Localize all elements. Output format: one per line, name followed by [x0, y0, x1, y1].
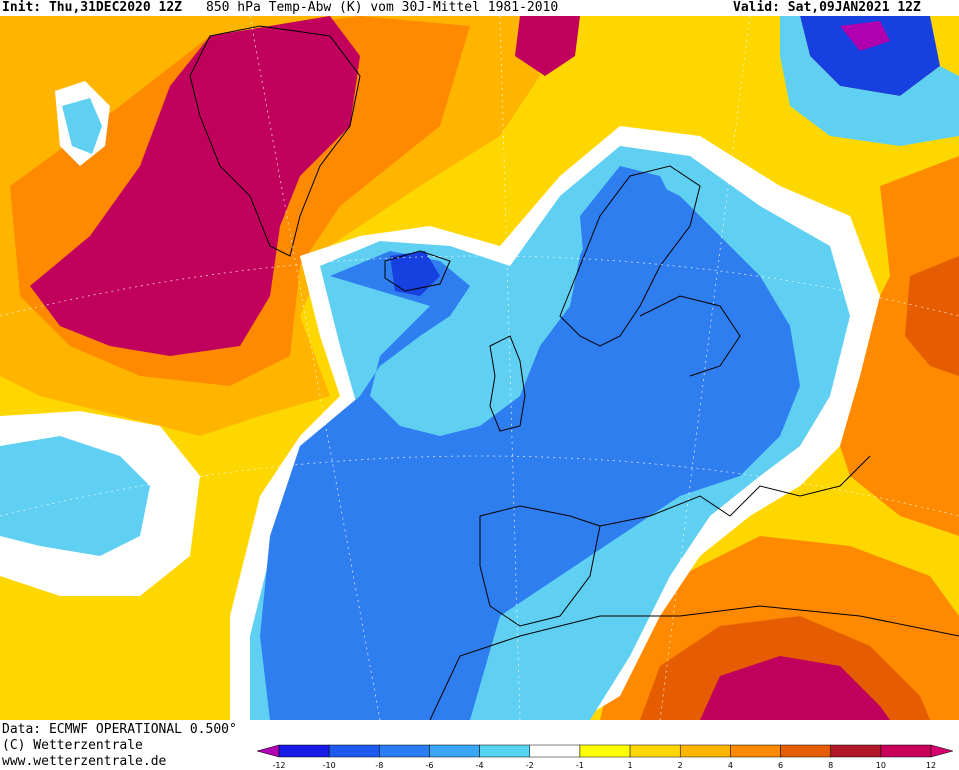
legend-bar: -12 -10 -8 -6 -4 -2 -1 1 2 4 6 8 10 12 [256, 744, 954, 770]
legend-swatch [278, 744, 330, 758]
website: www.wetterzentrale.de [2, 754, 167, 769]
map-canvas [0, 16, 959, 720]
legend-tick-label: 4 [728, 761, 733, 770]
cold-anomaly-arctic-cyan [780, 16, 959, 146]
coastline-baltic [639, 295, 741, 377]
legend-swatch [730, 744, 781, 758]
legend-tick-label: -1 [576, 761, 584, 770]
color-legend: -12 -10 -8 -6 -4 -2 -1 1 2 4 6 8 10 12 [255, 742, 955, 770]
legend-tick-label: -4 [476, 761, 484, 770]
legend-swatch [379, 744, 430, 758]
legend-tick-label: -6 [425, 761, 433, 770]
warm-anomaly-svalbard [515, 16, 580, 76]
legend-swatch [780, 744, 831, 758]
legend-tick-label: -10 [323, 761, 336, 770]
cold-anomaly-baffin-cyan [62, 98, 102, 154]
legend-tip-high [930, 744, 954, 758]
map-header: Init: Thu,31DEC2020 12Z 850 hPa Temp-Abw… [0, 0, 959, 16]
graticule [0, 16, 959, 720]
legend-tick-label: 2 [678, 761, 683, 770]
cold-anomaly-arctic-magenta [840, 21, 890, 51]
cold-anomaly-blue [260, 176, 800, 720]
cold-anomaly-arctic-core [800, 16, 940, 96]
valid-time: Valid: Sat,09JAN2021 12Z [733, 0, 921, 15]
data-source: Data: ECMWF OPERATIONAL 0.500° [2, 722, 237, 737]
warm-anomaly-russia [830, 156, 959, 536]
legend-tick-label: -2 [526, 761, 534, 770]
warm-anomaly-russia-core [905, 256, 959, 376]
cold-anomaly-iceland-core [390, 251, 440, 296]
copyright: (C) Wetterzentrale [2, 738, 143, 753]
parameter-title: 850 hPa Temp-Abw (K) vom 30J-Mittel 1981… [206, 0, 559, 15]
legend-swatch [479, 744, 531, 758]
temperature-anomaly-map [0, 16, 959, 720]
map-footer: Data: ECMWF OPERATIONAL 0.500° (C) Wette… [0, 720, 959, 770]
cold-anomaly-west-cyan [0, 436, 150, 556]
coastline-mediterranean [599, 455, 871, 527]
cold-anomaly-scandinavia [580, 166, 680, 316]
legend-swatch [529, 744, 581, 758]
legend-tip-low [256, 744, 280, 758]
legend-tick-label: 10 [876, 761, 886, 770]
legend-tick-label: 12 [926, 761, 936, 770]
coastline-scandinavia [559, 165, 701, 347]
legend-tick-label: -8 [375, 761, 383, 770]
legend-swatch [880, 744, 932, 758]
legend-tick-label: 1 [628, 761, 633, 770]
legend-swatch [328, 744, 380, 758]
coastline-africa [429, 605, 959, 720]
coastline-britain [489, 335, 526, 432]
legend-swatch [579, 744, 631, 758]
legend-swatch [629, 744, 681, 758]
init-time: Init: Thu,31DEC2020 12Z [2, 0, 183, 15]
source-info: Data: ECMWF OPERATIONAL 0.500° (C) Wette… [2, 722, 237, 770]
coastlines [189, 25, 959, 720]
warm-anomaly-greenland-core [30, 16, 360, 356]
legend-tick-label: -12 [272, 761, 285, 770]
legend-swatch [830, 744, 882, 758]
coastline-iceland [384, 250, 451, 292]
legend-tick-label: 8 [828, 761, 833, 770]
coastline-iberia [479, 505, 601, 627]
warm-anomaly-egypt [700, 656, 890, 720]
legend-swatch [429, 744, 480, 758]
graticule-lon-3 [659, 16, 751, 720]
legend-tick-label: 6 [778, 761, 783, 770]
coastline-greenland [189, 25, 361, 257]
legend-swatch [679, 744, 731, 758]
